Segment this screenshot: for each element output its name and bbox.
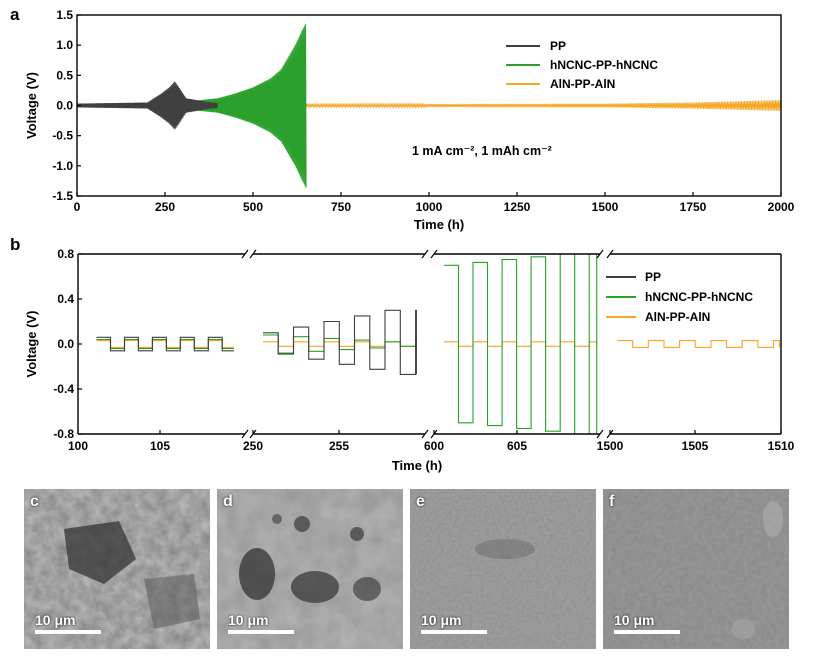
y-tick-label: 0.5	[56, 68, 73, 82]
x-tick-label: 0	[74, 200, 81, 214]
legend-label: hNCNC-PP-hNCNC	[550, 58, 658, 72]
series-line-0-segment-1	[263, 309, 417, 375]
series-line-1-segment-2	[444, 253, 598, 435]
x-tick-label: 1250	[504, 200, 531, 214]
x-tick-label: 1500	[592, 200, 619, 214]
axis-break-mark	[241, 429, 249, 439]
y-tick-label: -0.8	[53, 427, 74, 441]
scale-bar-label: 10 μm	[35, 612, 76, 628]
x-tick-label: 500	[243, 200, 263, 214]
y-tick-label: 0.4	[57, 292, 74, 306]
sem-image-e: e 10 μm	[410, 489, 596, 649]
y-tick-label: -1.0	[52, 159, 73, 173]
x-tick-label: 250	[155, 200, 175, 214]
x-axis-title: Time (h)	[392, 458, 442, 473]
panel-b-chart: 100 105 250 255 600 605 1500 1505 1510 0.8 0.4 0.0 -…	[24, 247, 795, 473]
sem-texture-c	[24, 489, 210, 649]
axis-break-mark	[241, 249, 249, 259]
axis-break-mark	[596, 429, 604, 439]
y-tick-label: 0.0	[56, 99, 73, 113]
sem-panel-letter: f	[609, 493, 615, 510]
condition-annotation: 1 mA cm⁻², 1 mAh cm⁻²	[412, 144, 552, 158]
x-tick-label: 605	[507, 439, 527, 453]
y-tick-label: 0.8	[57, 247, 74, 261]
panel-a-letter: a	[10, 5, 20, 24]
sem-panel-letter: e	[416, 493, 425, 510]
legend-label: hNCNC-PP-hNCNC	[645, 290, 753, 304]
y-tick-label: 1.5	[56, 8, 73, 22]
sem-panel-letter: d	[223, 493, 233, 510]
scale-bar	[614, 630, 680, 634]
scale-bar	[35, 630, 101, 634]
axis-break-mark	[430, 249, 438, 259]
series-line-0-segment-0	[96, 336, 234, 352]
x-tick-label: 1505	[682, 439, 709, 453]
sem-texture-d	[217, 489, 403, 649]
y-tick-label: -0.5	[52, 129, 73, 143]
sem-texture-e	[410, 489, 596, 649]
scale-bar-label: 10 μm	[421, 612, 462, 628]
sem-texture-f	[603, 489, 789, 649]
x-tick-label: 1500	[597, 439, 624, 453]
legend-label: PP	[645, 270, 661, 284]
figure-canvas: a 0 250 500 750 1000 1250 1500 1750 2000 1.5 1.0 0.…	[10, 5, 795, 473]
legend-label: AlN-PP-AlN	[645, 310, 710, 324]
x-tick-label: 1750	[680, 200, 707, 214]
x-tick-label: 1000	[416, 200, 443, 214]
scale-bar-label: 10 μm	[614, 612, 655, 628]
x-tick-label: 750	[331, 200, 351, 214]
x-tick-label: 2000	[768, 200, 795, 214]
axis-break-mark	[596, 249, 604, 259]
axis-break-mark	[606, 249, 614, 259]
legend-label: PP	[550, 39, 566, 53]
y-axis-title: Voltage (V)	[24, 311, 39, 378]
y-tick-label: -1.5	[52, 189, 73, 203]
y-tick-label: 0.0	[57, 337, 74, 351]
x-tick-label: 100	[68, 439, 88, 453]
sem-panel-letter: c	[30, 493, 39, 510]
sem-image-f: f 10 μm	[603, 489, 789, 649]
y-axis-title: Voltage (V)	[24, 72, 39, 139]
axis-break-mark	[249, 249, 257, 259]
x-tick-label: 255	[329, 439, 349, 453]
panel-b-letter: b	[10, 235, 20, 254]
scale-bar	[421, 630, 487, 634]
series-line-2-segment-0	[96, 340, 234, 348]
x-axis-title: Time (h)	[414, 217, 464, 232]
legend-label: AlN-PP-AlN	[550, 77, 615, 91]
x-tick-label: 600	[424, 439, 444, 453]
scale-bar-label: 10 μm	[228, 612, 269, 628]
scale-bar	[228, 630, 294, 634]
axis-break-mark	[421, 429, 429, 439]
sem-image-d: d 10 μm	[217, 489, 403, 649]
series-line-2-segment-2	[444, 341, 598, 347]
x-tick-label: 105	[150, 439, 170, 453]
y-tick-label: -0.4	[53, 382, 74, 396]
x-tick-label: 1510	[768, 439, 795, 453]
series-line-2-segment-3	[617, 340, 780, 348]
axis-break-mark	[421, 249, 429, 259]
panel-a-chart: 0 250 500 750 1000 1250 1500 1750 2000 1.5 1.0 0.5 0…	[24, 8, 795, 232]
sem-image-c: c 10 μm	[24, 489, 210, 649]
x-tick-label: 250	[243, 439, 263, 453]
series-line-0	[76, 81, 218, 130]
y-tick-label: 1.0	[56, 38, 73, 52]
